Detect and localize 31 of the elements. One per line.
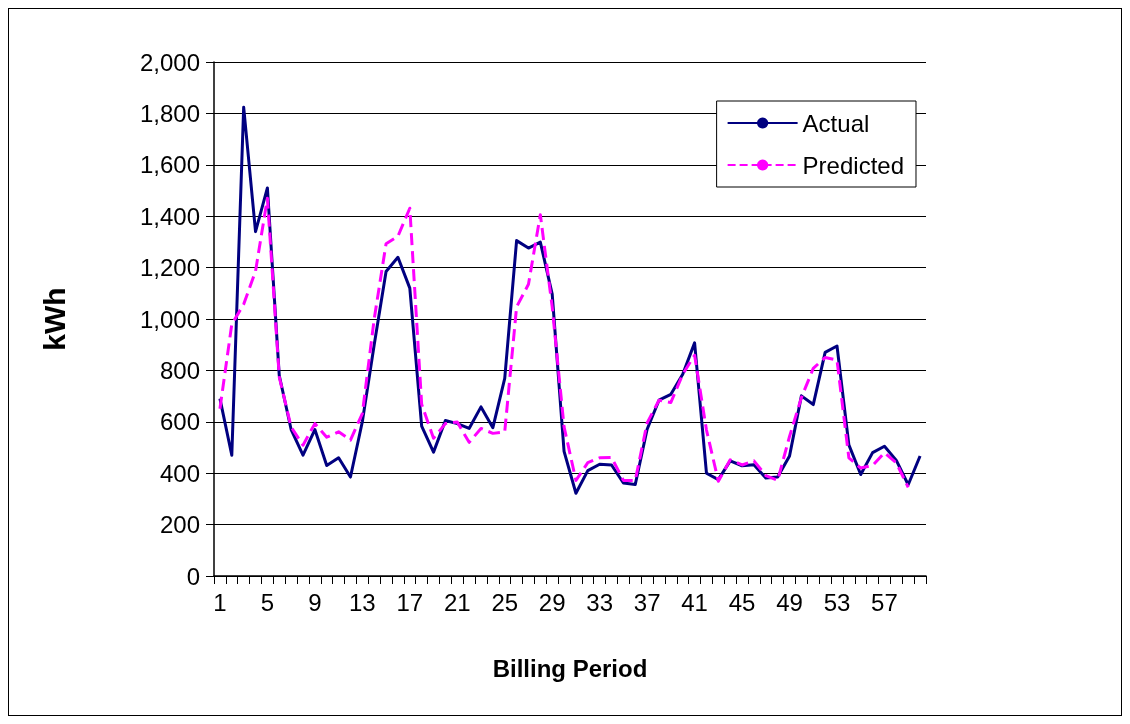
x-tick-label: 53 <box>823 588 851 616</box>
y-tick-label: 1,400 <box>139 202 200 230</box>
y-tick-label: 800 <box>159 356 200 384</box>
x-tick-label: 25 <box>491 588 519 616</box>
x-tick-label: 13 <box>348 588 376 616</box>
x-tick-label: 9 <box>308 588 322 616</box>
y-tick-label: 1,800 <box>139 99 200 127</box>
legend-label: Predicted <box>802 151 904 179</box>
x-tick-label: 45 <box>728 588 756 616</box>
y-tick-label: 200 <box>159 511 200 539</box>
y-tick-label: 1,000 <box>139 305 200 333</box>
y-tick-label: 0 <box>186 562 200 590</box>
x-tick-label: 37 <box>633 588 661 616</box>
x-tick-label: 1 <box>213 588 227 616</box>
x-tick-label: 5 <box>260 588 275 616</box>
x-axis-title: Billing Period <box>492 654 648 682</box>
x-tick-label: 29 <box>538 588 566 616</box>
line-series <box>218 196 910 489</box>
x-tick-label: 21 <box>443 588 471 616</box>
x-tick-label: 49 <box>776 588 803 616</box>
legend-label: Actual <box>802 109 870 137</box>
y-tick-label: 1,200 <box>139 254 200 282</box>
x-tick-label: 33 <box>586 588 614 616</box>
x-tick-label: 17 <box>396 588 424 616</box>
x-tick-label: 41 <box>681 588 708 616</box>
y-tick-label: 600 <box>159 408 200 436</box>
y-tick-label: 1,600 <box>139 151 200 179</box>
y-tick-label: 2,000 <box>139 48 200 76</box>
y-tick-label: 400 <box>159 459 200 487</box>
x-tick-label: 57 <box>871 588 898 616</box>
y-axis-title: kWh <box>37 287 71 351</box>
